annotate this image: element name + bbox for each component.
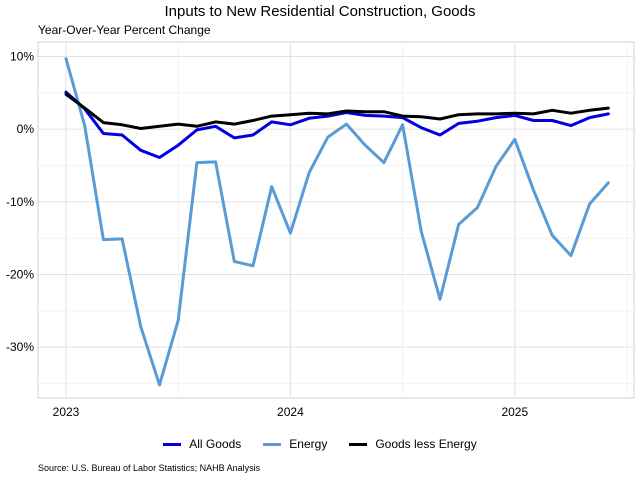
y-tick-label: -30%: [6, 340, 34, 354]
plot-frame: [37, 41, 635, 399]
y-tick-label: 0%: [17, 122, 35, 136]
legend-item-all-goods: All Goods: [163, 437, 241, 451]
y-axis-label: Year-Over-Year Percent Change: [38, 23, 211, 37]
x-tick-label: 2023: [53, 405, 80, 419]
series-line-all-goods: [64, 90, 610, 159]
legend-swatch-all-goods: [163, 442, 182, 446]
chart-title: Inputs to New Residential Construction, …: [164, 3, 476, 20]
legend-label-energy: Energy: [289, 437, 328, 451]
legend: All Goods Energy Goods less Energy: [0, 437, 640, 451]
y-tick-label: 10%: [10, 50, 34, 64]
series-line-energy: [64, 57, 610, 387]
series-line-goods-less-energy: [64, 92, 610, 130]
x-tick-label: 2024: [277, 405, 304, 419]
legend-item-energy: Energy: [263, 437, 327, 451]
legend-swatch-energy: [263, 442, 282, 446]
x-tick-label: 2025: [501, 405, 528, 419]
legend-item-goods-less-energy: Goods less Energy: [349, 437, 477, 451]
legend-label-all-goods: All Goods: [189, 437, 242, 451]
source-note: Source: U.S. Bureau of Labor Statistics;…: [38, 463, 261, 473]
y-tick-label: -20%: [6, 267, 34, 281]
y-tick-label: -10%: [6, 195, 34, 209]
legend-label-goods-less-energy: Goods less Energy: [375, 437, 477, 451]
legend-swatch-goods-less-energy: [349, 442, 368, 446]
